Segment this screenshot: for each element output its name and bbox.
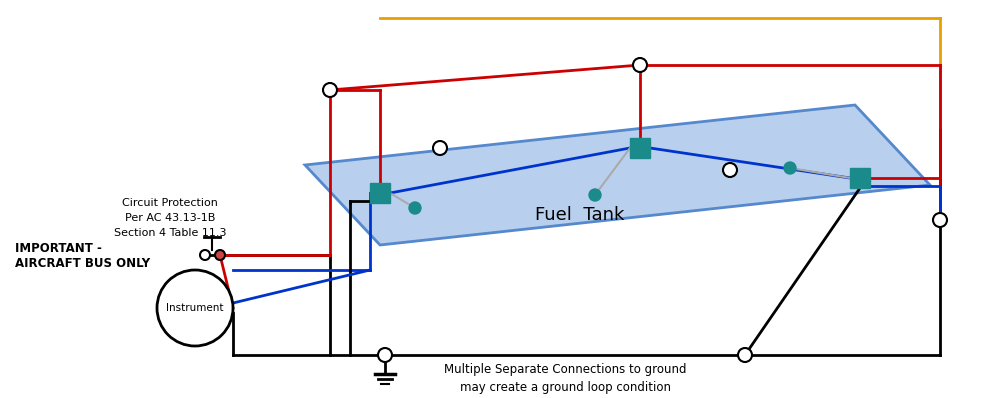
Circle shape <box>738 348 752 362</box>
Circle shape <box>784 162 796 174</box>
Bar <box>630 138 650 158</box>
Circle shape <box>378 348 392 362</box>
Text: Multiple Separate Connections to ground
may create a ground loop condition: Multiple Separate Connections to ground … <box>444 363 686 394</box>
Circle shape <box>589 189 601 201</box>
Text: Circuit Protection
Per AC 43.13-1B
Section 4 Table 11.3: Circuit Protection Per AC 43.13-1B Secti… <box>114 198 226 238</box>
Circle shape <box>933 213 947 227</box>
Circle shape <box>433 141 447 155</box>
Text: Fuel  Tank: Fuel Tank <box>535 206 625 224</box>
Text: IMPORTANT -
AIRCRAFT BUS ONLY: IMPORTANT - AIRCRAFT BUS ONLY <box>15 242 150 270</box>
Circle shape <box>409 202 421 214</box>
Circle shape <box>323 83 337 97</box>
Circle shape <box>723 163 737 177</box>
Circle shape <box>200 250 210 260</box>
Circle shape <box>157 270 233 346</box>
Bar <box>850 168 870 188</box>
Circle shape <box>215 250 225 260</box>
Text: Instrument: Instrument <box>166 303 224 313</box>
Bar <box>370 183 390 203</box>
Polygon shape <box>305 105 930 245</box>
Circle shape <box>633 58 647 72</box>
